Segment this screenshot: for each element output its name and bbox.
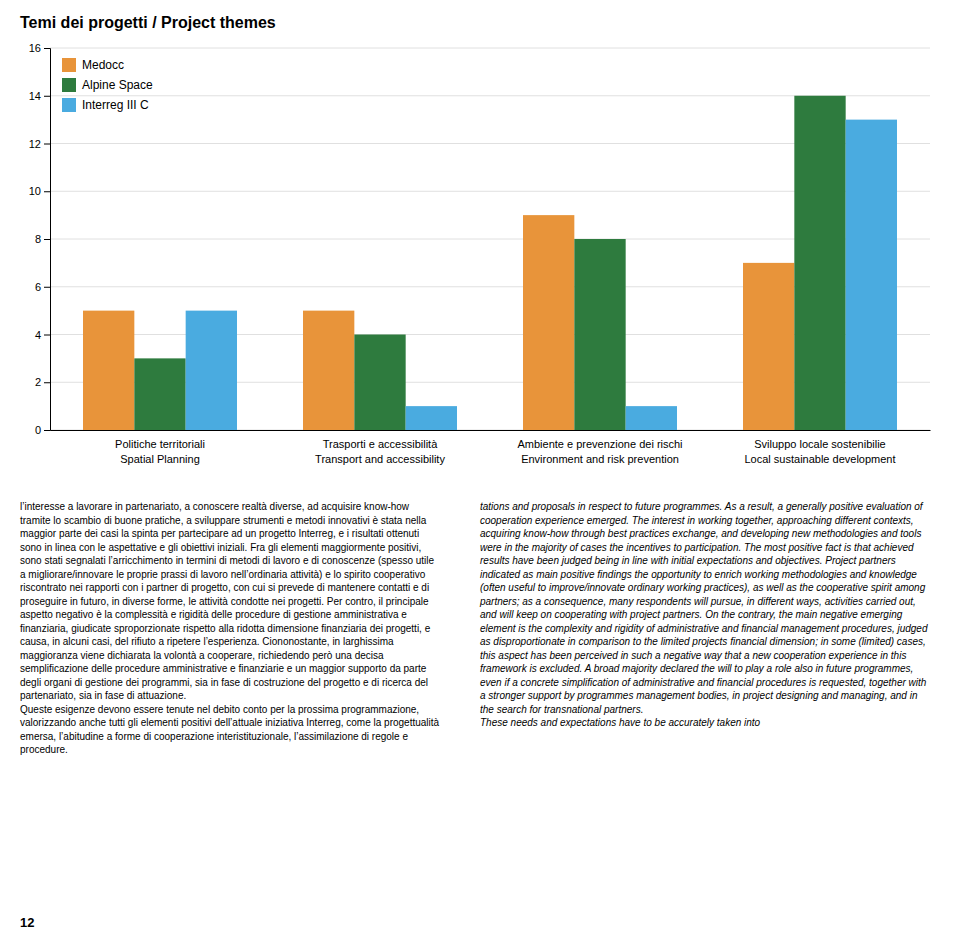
legend: Medocc Alpine Space Interreg III C (62, 58, 153, 112)
y-tick-mark (44, 382, 50, 383)
series (83, 215, 794, 430)
y-tick-label: 16 (29, 42, 41, 54)
x-tick-label: Ambiente e prevenzione dei rischi Environ… (517, 438, 682, 465)
y-tick-label: 8 (35, 233, 41, 245)
chart: Temi dei progetti / Project themes 0 2 4 6 8 1… (0, 0, 960, 943)
x-axis-line (51, 430, 931, 431)
legend-label: Alpine Space (82, 78, 153, 92)
legend-label: Medocc (82, 58, 124, 72)
y-tick-label: 0 (35, 424, 41, 436)
x-tick-label: Sviluppo locale sostenibilie Local sustai… (744, 438, 895, 465)
series (134, 96, 845, 430)
bar (743, 263, 794, 430)
bar (523, 215, 574, 430)
bar (406, 406, 457, 430)
y-tick-label: 6 (35, 281, 41, 293)
x-tick-label-line: Spatial Planning (120, 453, 200, 465)
y-axis: 0 2 4 6 8 10 12 14 16 (29, 42, 51, 436)
x-tick: Trasporti e accessibilità Transport and a… (315, 430, 445, 465)
y-tick: 2 (35, 376, 50, 388)
y-tick-label: 14 (29, 90, 41, 102)
y-tick-mark (44, 335, 50, 336)
x-tick-label-line: Local sustainable development (744, 453, 895, 465)
x-tick-label: Trasporti e accessibilità Transport and a… (315, 438, 445, 465)
y-tick-mark (44, 96, 50, 97)
y-axis-line (44, 49, 51, 431)
x-axis: Politiche territoriali Spatial Planning Tr… (51, 430, 931, 465)
y-tick: 8 (35, 233, 50, 245)
y-tick-label: 10 (29, 185, 41, 197)
x-tick-label-line: Environment and risk prevention (521, 453, 679, 465)
y-tick-mark (44, 48, 50, 49)
grid (50, 48, 930, 430)
y-tick-mark (44, 287, 50, 288)
x-tick: Sviluppo locale sostenibilie Local sustai… (744, 430, 895, 465)
x-tick-label-line: Transport and accessibility (315, 453, 445, 465)
x-tick: Ambiente e prevenzione dei rischi Environ… (517, 430, 682, 465)
page-number: 12 (20, 915, 34, 930)
y-tick-mark (44, 144, 50, 145)
y-tick-mark (44, 191, 50, 192)
y-tick: 16 (29, 42, 50, 54)
legend-swatch (62, 58, 76, 72)
x-tick-label: Politiche territoriali Spatial Planning (115, 438, 205, 465)
text-column: tations and proposals in respect to futu… (480, 500, 930, 730)
legend-swatch (62, 98, 76, 112)
bar (134, 358, 185, 430)
y-tick-mark (44, 239, 50, 240)
y-tick: 0 (35, 424, 50, 436)
bar (574, 239, 625, 430)
bar (83, 311, 134, 430)
y-tick: 6 (35, 281, 50, 293)
grid-line (50, 48, 930, 49)
x-tick: Politiche territoriali Spatial Planning (115, 430, 205, 465)
y-tick: 12 (29, 138, 50, 150)
bar (354, 335, 405, 431)
y-tick: 10 (29, 185, 50, 197)
x-tick-label-line: Trasporti e accessibilità (323, 438, 438, 450)
y-tick-label: 2 (35, 376, 41, 388)
title: Temi dei progetti / Project themes (20, 14, 276, 31)
legend-item: Medocc (62, 58, 124, 72)
legend-item: Interreg III C (62, 98, 149, 112)
bar (626, 406, 677, 430)
x-tick-label-line: Ambiente e prevenzione dei rischi (517, 438, 682, 450)
bar (846, 120, 897, 430)
bar (303, 311, 354, 430)
bars (83, 96, 897, 430)
legend-swatch (62, 78, 76, 92)
y-tick-mark (44, 430, 50, 431)
y-tick-label: 12 (29, 138, 41, 150)
y-tick: 14 (29, 90, 50, 102)
legend-label: Interreg III C (82, 98, 149, 112)
x-tick-label-line: Politiche territoriali (115, 438, 205, 450)
bar (794, 96, 845, 430)
y-tick: 4 (35, 329, 50, 341)
text-column: l’interesse a lavorare in partenariato, … (20, 500, 440, 757)
x-tick-label-line: Sviluppo locale sostenibilie (754, 438, 885, 450)
y-tick-label: 4 (35, 329, 41, 341)
legend-item: Alpine Space (62, 78, 153, 92)
series (186, 120, 897, 430)
bar (186, 311, 237, 430)
